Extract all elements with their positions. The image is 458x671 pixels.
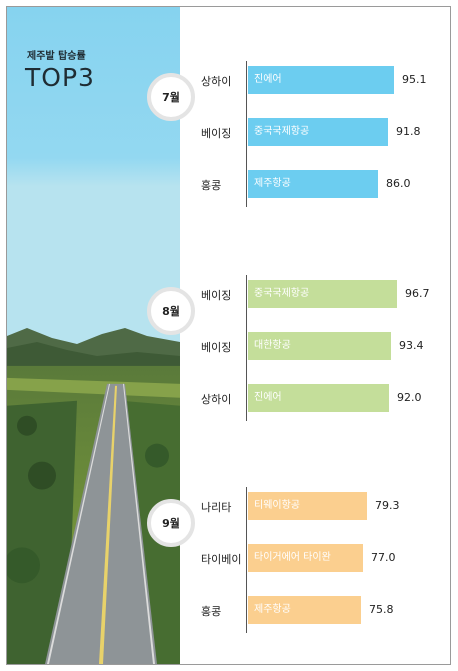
value-label: 91.8 bbox=[396, 125, 421, 138]
city-label: 홍콩 bbox=[201, 605, 222, 618]
month-badge: 7월 bbox=[147, 73, 195, 121]
bar bbox=[248, 66, 394, 94]
bar bbox=[248, 280, 397, 308]
value-label: 92.0 bbox=[397, 391, 422, 404]
value-label: 96.7 bbox=[405, 287, 430, 300]
chart-title: TOP3 bbox=[25, 63, 95, 92]
city-label: 베이징 bbox=[201, 127, 232, 140]
airline-label: 티웨이항공 bbox=[254, 500, 300, 511]
city-label: 타이베이 bbox=[201, 553, 242, 566]
bar bbox=[248, 544, 363, 572]
airline-label: 진에어 bbox=[254, 74, 282, 85]
value-label: 79.3 bbox=[375, 499, 400, 512]
city-label: 홍콩 bbox=[201, 179, 222, 192]
road-landscape-illustration bbox=[7, 7, 180, 664]
month-badge: 9월 bbox=[147, 499, 195, 547]
bar bbox=[248, 332, 391, 360]
infographic-frame: 제주발 탑승률 TOP3 7월 상하이 진에어 95.1 베이징 중국국제항공 91.8 홍콩… bbox=[6, 6, 451, 665]
city-label: 나리타 bbox=[201, 501, 232, 514]
airline-label: 대한항공 bbox=[254, 340, 291, 351]
airline-label: 중국국제항공 bbox=[254, 126, 310, 137]
airline-label: 제주항공 bbox=[254, 604, 291, 615]
city-label: 베이징 bbox=[201, 341, 232, 354]
value-label: 75.8 bbox=[369, 603, 394, 616]
month-badge: 8월 bbox=[147, 287, 195, 335]
bar bbox=[248, 170, 378, 198]
value-label: 77.0 bbox=[371, 551, 396, 564]
group-axis-line bbox=[246, 275, 247, 421]
group-axis-line bbox=[246, 487, 247, 633]
bar bbox=[248, 118, 388, 146]
bar bbox=[248, 596, 361, 624]
value-label: 86.0 bbox=[386, 177, 411, 190]
chart-subtitle: 제주발 탑승률 bbox=[27, 51, 86, 62]
airline-label: 진에어 bbox=[254, 392, 282, 403]
bar bbox=[248, 492, 367, 520]
city-label: 상하이 bbox=[201, 393, 232, 406]
group-axis-line bbox=[246, 61, 247, 207]
city-label: 상하이 bbox=[201, 75, 232, 88]
value-label: 95.1 bbox=[402, 73, 427, 86]
airline-label: 제주항공 bbox=[254, 178, 291, 189]
city-label: 베이징 bbox=[201, 289, 232, 302]
bar bbox=[248, 384, 389, 412]
airline-label: 중국국제항공 bbox=[254, 288, 310, 299]
value-label: 93.4 bbox=[399, 339, 424, 352]
airline-label: 타이거에어 타이완 bbox=[254, 552, 331, 563]
